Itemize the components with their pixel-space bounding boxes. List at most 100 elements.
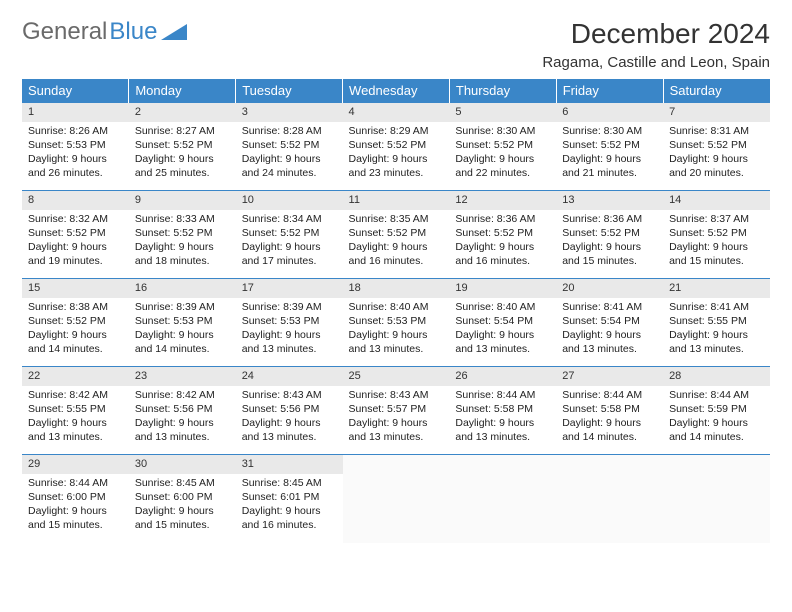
day-number: 18 xyxy=(343,279,450,298)
weekday-header: Friday xyxy=(556,79,663,103)
daylight-text: Daylight: 9 hours and 13 minutes. xyxy=(562,328,657,356)
sunrise-text: Sunrise: 8:44 AM xyxy=(28,476,123,490)
sunrise-text: Sunrise: 8:41 AM xyxy=(562,300,657,314)
daylight-text: Daylight: 9 hours and 13 minutes. xyxy=(28,416,123,444)
sunset-text: Sunset: 5:52 PM xyxy=(669,226,764,240)
day-number: 10 xyxy=(236,191,343,210)
daylight-text: Daylight: 9 hours and 15 minutes. xyxy=(669,240,764,268)
calendar-day-cell: 4Sunrise: 8:29 AMSunset: 5:52 PMDaylight… xyxy=(343,103,450,191)
day-number: 8 xyxy=(22,191,129,210)
day-data: Sunrise: 8:44 AMSunset: 5:58 PMDaylight:… xyxy=(449,386,556,451)
daylight-text: Daylight: 9 hours and 22 minutes. xyxy=(455,152,550,180)
sunrise-text: Sunrise: 8:38 AM xyxy=(28,300,123,314)
daylight-text: Daylight: 9 hours and 17 minutes. xyxy=(242,240,337,268)
sunset-text: Sunset: 5:52 PM xyxy=(669,138,764,152)
sunset-text: Sunset: 6:00 PM xyxy=(28,490,123,504)
calendar-week-row: 29Sunrise: 8:44 AMSunset: 6:00 PMDayligh… xyxy=(22,455,770,543)
calendar-day-cell xyxy=(343,455,450,543)
daylight-text: Daylight: 9 hours and 19 minutes. xyxy=(28,240,123,268)
sunrise-text: Sunrise: 8:33 AM xyxy=(135,212,230,226)
sunset-text: Sunset: 5:56 PM xyxy=(135,402,230,416)
calendar-day-cell: 18Sunrise: 8:40 AMSunset: 5:53 PMDayligh… xyxy=(343,279,450,367)
sunrise-text: Sunrise: 8:41 AM xyxy=(669,300,764,314)
brand-logo: GeneralBlue xyxy=(22,18,187,46)
sunset-text: Sunset: 5:56 PM xyxy=(242,402,337,416)
day-data: Sunrise: 8:44 AMSunset: 6:00 PMDaylight:… xyxy=(22,474,129,539)
day-number: 19 xyxy=(449,279,556,298)
calendar-day-cell: 5Sunrise: 8:30 AMSunset: 5:52 PMDaylight… xyxy=(449,103,556,191)
calendar-day-cell: 3Sunrise: 8:28 AMSunset: 5:52 PMDaylight… xyxy=(236,103,343,191)
day-number: 14 xyxy=(663,191,770,210)
day-number: 1 xyxy=(22,103,129,122)
sunrise-text: Sunrise: 8:29 AM xyxy=(349,124,444,138)
sunset-text: Sunset: 5:58 PM xyxy=(562,402,657,416)
day-data: Sunrise: 8:43 AMSunset: 5:57 PMDaylight:… xyxy=(343,386,450,451)
calendar-day-cell: 2Sunrise: 8:27 AMSunset: 5:52 PMDaylight… xyxy=(129,103,236,191)
calendar-table: SundayMondayTuesdayWednesdayThursdayFrid… xyxy=(22,79,770,543)
weekday-header: Thursday xyxy=(449,79,556,103)
day-number: 12 xyxy=(449,191,556,210)
sunset-text: Sunset: 5:52 PM xyxy=(242,226,337,240)
sunrise-text: Sunrise: 8:37 AM xyxy=(669,212,764,226)
day-data: Sunrise: 8:45 AMSunset: 6:00 PMDaylight:… xyxy=(129,474,236,539)
sunset-text: Sunset: 5:57 PM xyxy=(349,402,444,416)
daylight-text: Daylight: 9 hours and 20 minutes. xyxy=(669,152,764,180)
sunrise-text: Sunrise: 8:43 AM xyxy=(349,388,444,402)
calendar-day-cell: 1Sunrise: 8:26 AMSunset: 5:53 PMDaylight… xyxy=(22,103,129,191)
daylight-text: Daylight: 9 hours and 13 minutes. xyxy=(242,328,337,356)
daylight-text: Daylight: 9 hours and 18 minutes. xyxy=(135,240,230,268)
daylight-text: Daylight: 9 hours and 25 minutes. xyxy=(135,152,230,180)
day-number: 5 xyxy=(449,103,556,122)
calendar-day-cell: 14Sunrise: 8:37 AMSunset: 5:52 PMDayligh… xyxy=(663,191,770,279)
calendar-day-cell: 23Sunrise: 8:42 AMSunset: 5:56 PMDayligh… xyxy=(129,367,236,455)
sunset-text: Sunset: 5:58 PM xyxy=(455,402,550,416)
day-data: Sunrise: 8:31 AMSunset: 5:52 PMDaylight:… xyxy=(663,122,770,187)
sunrise-text: Sunrise: 8:30 AM xyxy=(455,124,550,138)
weekday-header: Tuesday xyxy=(236,79,343,103)
daylight-text: Daylight: 9 hours and 14 minutes. xyxy=(28,328,123,356)
sunset-text: Sunset: 5:55 PM xyxy=(669,314,764,328)
sunset-text: Sunset: 5:52 PM xyxy=(28,314,123,328)
sunrise-text: Sunrise: 8:36 AM xyxy=(455,212,550,226)
sunset-text: Sunset: 5:52 PM xyxy=(562,138,657,152)
day-data: Sunrise: 8:33 AMSunset: 5:52 PMDaylight:… xyxy=(129,210,236,275)
sunset-text: Sunset: 5:54 PM xyxy=(455,314,550,328)
day-number: 29 xyxy=(22,455,129,474)
calendar-day-cell: 13Sunrise: 8:36 AMSunset: 5:52 PMDayligh… xyxy=(556,191,663,279)
calendar-day-cell: 21Sunrise: 8:41 AMSunset: 5:55 PMDayligh… xyxy=(663,279,770,367)
daylight-text: Daylight: 9 hours and 13 minutes. xyxy=(669,328,764,356)
calendar-week-row: 8Sunrise: 8:32 AMSunset: 5:52 PMDaylight… xyxy=(22,191,770,279)
calendar-day-cell: 8Sunrise: 8:32 AMSunset: 5:52 PMDaylight… xyxy=(22,191,129,279)
calendar-day-cell: 30Sunrise: 8:45 AMSunset: 6:00 PMDayligh… xyxy=(129,455,236,543)
day-data: Sunrise: 8:27 AMSunset: 5:52 PMDaylight:… xyxy=(129,122,236,187)
daylight-text: Daylight: 9 hours and 14 minutes. xyxy=(669,416,764,444)
daylight-text: Daylight: 9 hours and 13 minutes. xyxy=(349,328,444,356)
day-number: 16 xyxy=(129,279,236,298)
day-data: Sunrise: 8:39 AMSunset: 5:53 PMDaylight:… xyxy=(236,298,343,363)
location-text: Ragama, Castille and Leon, Spain xyxy=(22,54,770,71)
sunrise-text: Sunrise: 8:28 AM xyxy=(242,124,337,138)
daylight-text: Daylight: 9 hours and 13 minutes. xyxy=(349,416,444,444)
calendar-week-row: 1Sunrise: 8:26 AMSunset: 5:53 PMDaylight… xyxy=(22,103,770,191)
day-data: Sunrise: 8:40 AMSunset: 5:53 PMDaylight:… xyxy=(343,298,450,363)
day-number: 17 xyxy=(236,279,343,298)
calendar-day-cell xyxy=(556,455,663,543)
calendar-day-cell: 29Sunrise: 8:44 AMSunset: 6:00 PMDayligh… xyxy=(22,455,129,543)
day-data: Sunrise: 8:37 AMSunset: 5:52 PMDaylight:… xyxy=(663,210,770,275)
calendar-day-cell: 28Sunrise: 8:44 AMSunset: 5:59 PMDayligh… xyxy=(663,367,770,455)
day-data: Sunrise: 8:41 AMSunset: 5:54 PMDaylight:… xyxy=(556,298,663,363)
sunset-text: Sunset: 5:55 PM xyxy=(28,402,123,416)
day-data: Sunrise: 8:41 AMSunset: 5:55 PMDaylight:… xyxy=(663,298,770,363)
day-data: Sunrise: 8:44 AMSunset: 5:59 PMDaylight:… xyxy=(663,386,770,451)
sunrise-text: Sunrise: 8:42 AM xyxy=(28,388,123,402)
sunset-text: Sunset: 5:52 PM xyxy=(135,138,230,152)
sunrise-text: Sunrise: 8:27 AM xyxy=(135,124,230,138)
month-title: December 2024 xyxy=(571,18,770,50)
sunrise-text: Sunrise: 8:39 AM xyxy=(135,300,230,314)
calendar-day-cell: 31Sunrise: 8:45 AMSunset: 6:01 PMDayligh… xyxy=(236,455,343,543)
sunset-text: Sunset: 5:52 PM xyxy=(349,138,444,152)
day-data: Sunrise: 8:45 AMSunset: 6:01 PMDaylight:… xyxy=(236,474,343,539)
weekday-header: Sunday xyxy=(22,79,129,103)
sunrise-text: Sunrise: 8:45 AM xyxy=(242,476,337,490)
day-number: 3 xyxy=(236,103,343,122)
